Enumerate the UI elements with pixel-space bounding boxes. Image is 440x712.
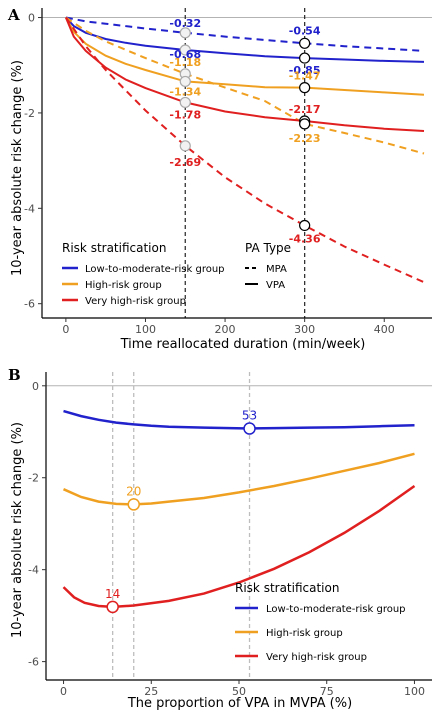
panel-a-line-very-high-risk-group-vpa <box>64 17 425 132</box>
panel-a-data-label-3: -1.34 <box>169 85 201 98</box>
panel-a-data-label-4: -1.78 <box>169 108 201 121</box>
legend-a-label-low-risk: Low-to-moderate-risk group <box>85 264 225 275</box>
panel-b-x-tick-label-100: 100 <box>404 685 425 698</box>
panel-a-point-300-1-47 <box>299 82 311 94</box>
panel-a-point-300-0-85 <box>299 52 311 64</box>
panel-b-optimum-label-53: 53 <box>242 409 257 423</box>
panel-b-x-tick-label-25: 25 <box>144 685 158 698</box>
panel-a-data-label-8: -1.47 <box>289 70 321 83</box>
panel-a-x-tick-label-100: 100 <box>135 323 156 336</box>
panel-b-line-low-to-moderate-risk-group <box>63 409 415 430</box>
panel-b-legend: Risk stratification Low-to-moderate-risk… <box>235 581 406 663</box>
panel-b-y-axis-title: 10-year absolute risk change (%) <box>10 422 25 638</box>
panel-a-y-tick-label-0: 0 <box>28 12 35 25</box>
panel-a-data-label-1: -0.68 <box>169 48 201 61</box>
panel-a-point-150-0-32 <box>179 27 191 39</box>
legend-a-pa-title: PA Type <box>245 241 291 255</box>
legend-a-label-vpa: VPA <box>266 280 285 291</box>
panel-a-point-150-1-34 <box>179 75 191 88</box>
panel-b-x-tick-label-50: 50 <box>232 685 246 698</box>
panel-a-data-label-7: -0.85 <box>289 64 321 77</box>
panel-b-y-tick-label--6: -6 <box>28 656 39 669</box>
panel-a-line-high-risk-group-mpa <box>65 16 425 155</box>
panel-a-data-label-2: -1.18 <box>169 56 201 69</box>
panel-b-optimum-label-20: 20 <box>126 484 141 498</box>
panel-a-point-150-1-78 <box>179 96 191 109</box>
legend-b-title: Risk stratification <box>235 581 339 595</box>
panel-b: B 10-year absolute risk change (%) The p… <box>8 366 432 711</box>
panel-b-x-tick-label-0: 0 <box>60 685 67 698</box>
panel-b-optimum-point-53 <box>243 422 256 435</box>
panel-a-data-label-11: -4.36 <box>289 232 321 245</box>
panel-a-data-label-9: -2.17 <box>289 103 321 116</box>
panel-b-y-tick-label--2: -2 <box>28 472 39 485</box>
panel-a-y-tick-label--2: -2 <box>24 107 35 120</box>
panel-b-x-tick-label-75: 75 <box>320 685 334 698</box>
legend-b-label-low-risk: Low-to-moderate-risk group <box>266 604 406 615</box>
legend-a-label-very-high-risk: Very high-risk group <box>85 296 186 307</box>
panel-a-point-150-2-69 <box>179 140 191 152</box>
panel-a-y-tick-label--6: -6 <box>24 298 35 311</box>
panel-a-x-tick-label-0: 0 <box>62 323 69 336</box>
legend-a-risk-title: Risk stratification <box>62 241 166 255</box>
panel-b-line-very-high-risk-group <box>62 484 416 609</box>
panel-b-optimum-point-20 <box>127 498 140 511</box>
panel-b-plot-area: 0 25 50 75 100 0 -2 -4 -6 53 20 14 <box>28 372 432 698</box>
panel-a-point-300-2-23 <box>299 118 311 130</box>
panel-a-label: A <box>7 6 20 24</box>
panel-b-optimum-point-14 <box>106 600 119 614</box>
panel-a-x-axis-title: Time reallocated duration (min/week) <box>120 337 366 352</box>
panel-a-data-label-6: -0.54 <box>289 24 321 37</box>
panel-a-point-150-0-68 <box>179 44 191 56</box>
panel-a-x-tick-label-200: 200 <box>215 323 236 336</box>
legend-a-label-high-risk: High-risk group <box>85 280 162 291</box>
panel-a-data-label-10: -2.23 <box>289 132 321 145</box>
legend-b-label-high-risk: High-risk group <box>266 628 343 639</box>
panel-a-plot-area: 0 100 200 300 400 0 -2 -4 -6 -0.32 -0.68-1.18 -1.34… <box>24 8 432 336</box>
panel-a: A 10-year absolute risk change (%) Time … <box>7 6 432 352</box>
panel-a-x-tick-label-400: 400 <box>374 323 395 336</box>
panel-b-y-tick-label-0: 0 <box>32 380 39 393</box>
panel-b-line-high-risk-group <box>62 452 415 506</box>
panel-a-point-300-4-36 <box>299 219 311 232</box>
panel-b-label: B <box>8 366 21 384</box>
panel-a-y-axis-title: 10-year absolute risk change (%) <box>10 60 25 276</box>
panel-a-data-label-0: -0.32 <box>169 17 201 30</box>
panel-b-y-tick-label--4: -4 <box>28 564 39 577</box>
legend-b-label-very-high-risk: Very high-risk group <box>266 652 367 663</box>
panel-b-optimum-label-14: 14 <box>105 587 120 601</box>
panel-b-x-axis-title: The proportion of VPA in MVPA (%) <box>127 696 352 711</box>
legend-a-label-mpa: MPA <box>266 264 287 275</box>
panel-a-y-tick-label--4: -4 <box>24 202 35 215</box>
panel-a-point-300-0-54 <box>299 37 311 49</box>
panel-a-legend: Risk stratification Low-to-moderate-risk… <box>62 241 291 307</box>
panel-a-x-tick-label-300: 300 <box>294 323 315 336</box>
panel-a-data-label-5: -2.69 <box>169 156 201 169</box>
panel-a-line-low-to-moderate-risk-group-vpa <box>65 16 425 63</box>
panel-a-line-low-to-moderate-risk-group-mpa <box>65 16 425 52</box>
